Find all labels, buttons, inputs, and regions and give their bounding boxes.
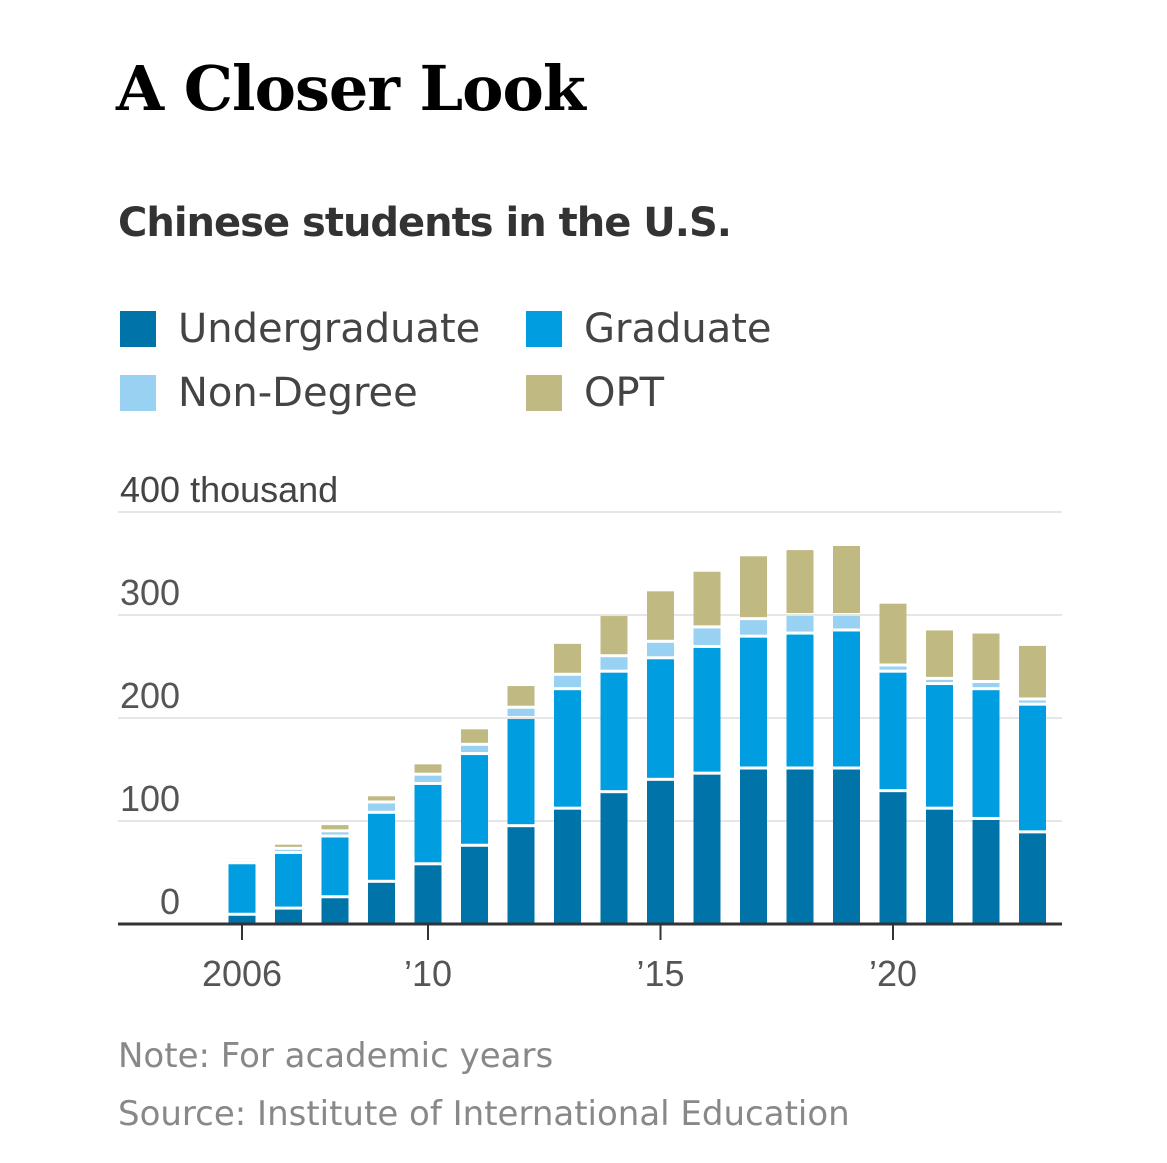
bar-segment-opt (368, 796, 395, 801)
bar-segment-graduate (647, 659, 674, 778)
bar-segment-undergraduate (786, 769, 814, 924)
bar-segment-opt (879, 603, 907, 664)
bar-segment-undergraduate (879, 792, 907, 924)
bar-segment-non-degree (554, 675, 581, 688)
bar-segment-undergraduate (1019, 833, 1046, 924)
bar-segment-graduate (972, 690, 1000, 817)
chart-title: Chinese students in the U.S. (118, 200, 732, 246)
x-tick-label: 2006 (202, 953, 282, 994)
legend-label-non-degree: Non-Degree (178, 370, 418, 416)
legend-swatch-opt (526, 375, 562, 411)
bar-segment-non-degree (786, 616, 814, 632)
chart-legend: Undergraduate Graduate Non-Degree OPT (120, 306, 880, 426)
bar-segment-graduate (275, 853, 302, 907)
legend-item-opt: OPT (526, 370, 664, 416)
bar-segment-graduate (321, 837, 349, 896)
y-tick-label: 100 (120, 778, 180, 819)
legend-label-undergraduate: Undergraduate (178, 306, 481, 352)
bar-segment-opt (786, 550, 814, 614)
bar-segment-non-degree (1019, 700, 1046, 703)
bar-segment-graduate (600, 672, 628, 791)
chart-note: Note: For academic years (118, 1036, 554, 1076)
bar-segment-undergraduate (600, 793, 628, 924)
legend-swatch-undergraduate (120, 311, 156, 347)
bar-segment-graduate (879, 672, 907, 790)
bar-segment-undergraduate (833, 769, 860, 924)
bar-segment-non-degree (461, 745, 488, 753)
bar-segment-graduate (1019, 705, 1046, 831)
bar-segment-undergraduate (321, 898, 349, 924)
y-tick-label: 200 (120, 675, 180, 716)
legend-swatch-non-degree (120, 375, 156, 411)
bar-segment-graduate (786, 634, 814, 767)
bar-segment-non-degree (972, 682, 1000, 688)
bar-segment-undergraduate (228, 915, 256, 924)
x-tick-label: ’15 (636, 953, 684, 994)
legend-label-opt: OPT (584, 370, 665, 416)
bar-segment-opt (554, 643, 581, 673)
bar-segment-undergraduate (693, 774, 721, 924)
bar-segment-opt (740, 556, 767, 618)
bar-segment-undergraduate (554, 809, 581, 924)
bar-segment-graduate (461, 755, 488, 844)
bar-segment-undergraduate (461, 846, 488, 924)
headline: A Closer Look (116, 52, 586, 125)
x-tick-label: ’20 (869, 953, 917, 994)
bar-segment-graduate (414, 784, 442, 863)
bar-segment-undergraduate (926, 809, 953, 924)
bar-segment-undergraduate (275, 909, 302, 924)
legend-item-non-degree: Non-Degree (120, 370, 418, 416)
bar-segment-non-degree (507, 708, 535, 717)
bar-segment-undergraduate (414, 865, 442, 924)
bar-segment-graduate (554, 690, 581, 807)
bar-segment-undergraduate (972, 819, 1000, 924)
bar-segment-opt (461, 729, 488, 743)
bar-segment-non-degree (414, 775, 442, 782)
bar-segment-opt (600, 616, 628, 655)
bar-segment-opt (693, 571, 721, 626)
bar-segment-non-degree (740, 620, 767, 635)
bar-segment-opt (507, 686, 535, 706)
bar-segment-undergraduate (368, 882, 395, 924)
bar-segment-non-degree (833, 616, 860, 629)
bar-segment-non-degree (321, 832, 349, 835)
bar-segment-non-degree (275, 849, 302, 851)
legend-label-graduate: Graduate (584, 306, 772, 352)
bar-segment-undergraduate (740, 769, 767, 924)
bar-segment-graduate (833, 631, 860, 767)
bar-segment-opt (926, 630, 953, 677)
y-tick-label: 300 (120, 572, 180, 613)
bar-segment-undergraduate (647, 780, 674, 924)
bar-segment-graduate (228, 864, 256, 913)
bar-segment-non-degree (693, 628, 721, 645)
y-tick-label: 0 (160, 881, 180, 922)
bar-segment-opt (972, 633, 1000, 680)
bar-segment-opt (321, 825, 349, 830)
bar-segment-non-degree (600, 657, 628, 670)
bar-segment-non-degree (647, 642, 674, 657)
y-axis-label: 400 thousand (120, 469, 338, 510)
bar-segment-undergraduate (507, 827, 535, 924)
bar-segment-opt (833, 545, 860, 614)
x-tick-label: ’10 (404, 953, 452, 994)
bar-segment-opt (275, 844, 302, 847)
bar-segment-opt (414, 764, 442, 773)
bar-segment-non-degree (926, 679, 953, 683)
bar-segment-graduate (507, 719, 535, 825)
bar-segment-graduate (693, 647, 721, 772)
legend-swatch-graduate (526, 311, 562, 347)
bar-segment-graduate (740, 637, 767, 767)
bar-segment-non-degree (368, 803, 395, 811)
bar-segment-graduate (368, 813, 395, 880)
bar-segment-non-degree (879, 666, 907, 670)
bar-segment-graduate (926, 685, 953, 807)
legend-item-graduate: Graduate (526, 306, 772, 352)
bar-segment-opt (647, 591, 674, 640)
bar-segment-opt (1019, 645, 1046, 698)
legend-item-undergraduate: Undergraduate (120, 306, 480, 352)
chart-source: Source: Institute of International Educa… (118, 1094, 850, 1134)
stacked-bar-chart: 0 100 200 300 400 thousand 2006 ’10 ’15 ’20 (118, 469, 1062, 994)
